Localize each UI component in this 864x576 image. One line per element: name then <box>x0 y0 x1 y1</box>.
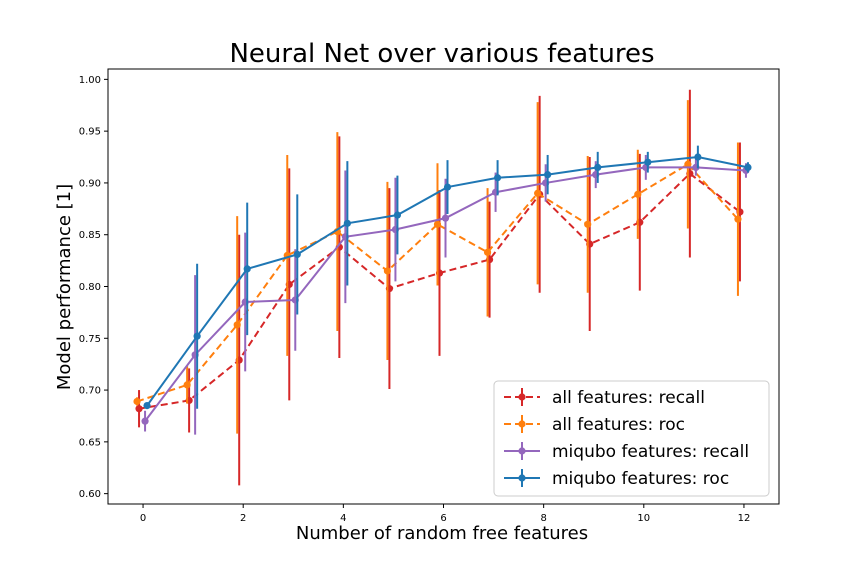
legend-item: all features: roc <box>504 415 685 435</box>
data-point <box>393 211 402 219</box>
data-point <box>141 417 149 425</box>
data-point <box>193 332 201 340</box>
legend-label: miqubo features: roc <box>552 469 729 489</box>
data-point <box>483 248 492 256</box>
data-point <box>534 189 542 197</box>
legend-item: all features: recall <box>504 388 705 408</box>
legend-label: all features: roc <box>552 415 685 435</box>
data-point <box>734 215 742 223</box>
data-point <box>183 381 191 389</box>
data-point <box>243 265 251 273</box>
data-point <box>493 174 502 182</box>
x-tick-label: 2 <box>240 513 246 524</box>
legend: all features: recall all features: roc miq… <box>493 380 770 497</box>
data-point <box>383 267 392 275</box>
legend-item: miqubo features: recall <box>504 442 749 462</box>
x-tick-label: 10 <box>637 513 650 524</box>
legend-swatch-marker <box>518 447 526 455</box>
y-tick-label: 0.70 <box>79 386 101 397</box>
legend-label: all features: recall <box>552 388 705 408</box>
data-point <box>684 160 692 168</box>
legend-label: miqubo features: recall <box>552 442 749 462</box>
y-tick-label: 0.85 <box>79 230 101 241</box>
axis-ticks: 0 2 4 6 8 10 12 0.60 0.65 0.70 0.75 0.80 0.85 0.90 0.9… <box>79 75 751 524</box>
y-tick-label: 0.65 <box>79 437 101 448</box>
data-point <box>644 158 652 166</box>
legend-box <box>493 380 770 497</box>
legend-swatch-marker <box>518 474 526 482</box>
data-point <box>233 321 241 329</box>
legend-item: miqubo features: roc <box>504 469 729 489</box>
data-point <box>343 219 351 227</box>
y-tick-label: 0.95 <box>79 127 101 138</box>
y-tick-label: 0.90 <box>79 178 101 189</box>
data-point <box>443 183 452 191</box>
series-group <box>133 100 742 434</box>
data-point <box>143 402 151 410</box>
data-point <box>694 153 702 161</box>
data-point <box>544 171 552 179</box>
y-tick-label: 0.75 <box>79 334 101 345</box>
x-tick-label: 6 <box>440 513 446 524</box>
y-tick-label: 1.00 <box>79 75 101 86</box>
x-tick-label: 8 <box>540 513 546 524</box>
data-point <box>584 220 592 228</box>
x-tick-label: 12 <box>738 513 751 524</box>
data-point <box>133 397 141 406</box>
x-tick-label: 4 <box>340 513 346 524</box>
series-group <box>143 145 752 410</box>
series-group <box>141 154 750 435</box>
x-axis-title: Number of random free features <box>296 523 588 544</box>
y-axis-title: Model performance [1] <box>54 184 75 390</box>
data-point <box>293 250 301 258</box>
data-point <box>433 220 442 228</box>
chart-title: Neural Net over various features <box>229 39 654 69</box>
x-tick-label: 0 <box>140 513 146 524</box>
y-tick-label: 0.80 <box>79 282 101 293</box>
data-point <box>744 163 752 171</box>
y-tick-label: 0.60 <box>79 489 101 500</box>
data-point <box>441 214 450 222</box>
data-point <box>594 163 602 171</box>
legend-swatch-marker <box>518 420 526 428</box>
plot-area <box>133 89 752 486</box>
legend-swatch-marker <box>518 393 526 401</box>
data-point <box>135 405 143 413</box>
data-point <box>634 190 642 198</box>
